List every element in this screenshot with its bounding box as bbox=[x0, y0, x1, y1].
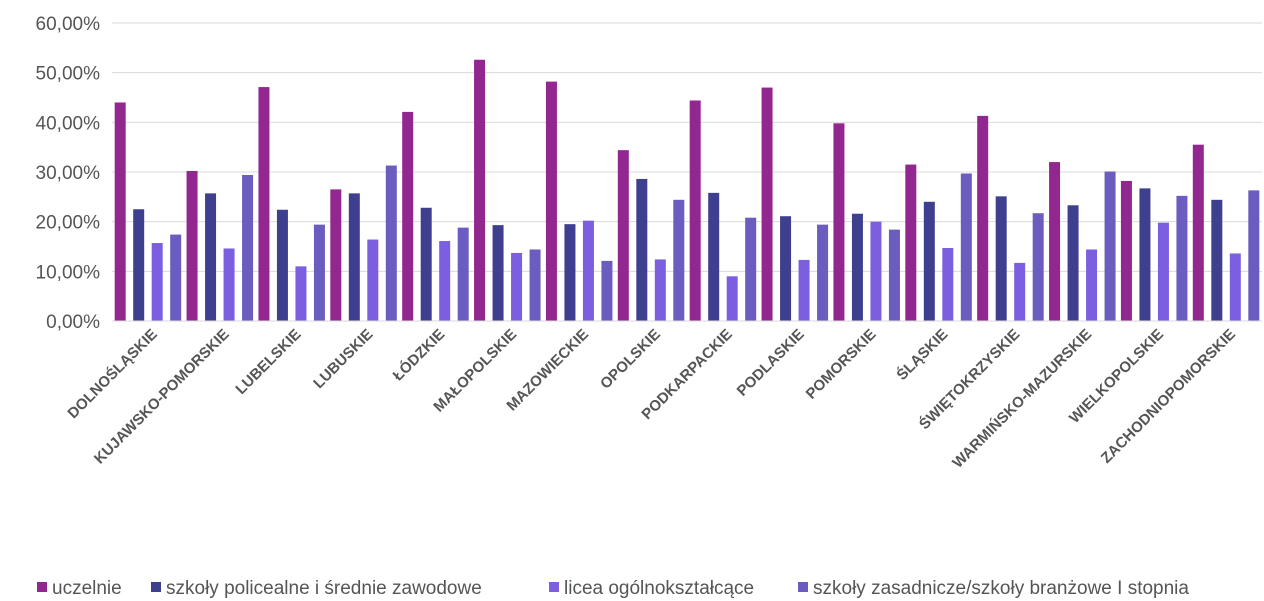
bar bbox=[114, 102, 126, 321]
bar bbox=[1032, 213, 1044, 321]
bar bbox=[170, 234, 182, 321]
bar bbox=[457, 227, 469, 321]
y-axis-tick-labels: 0,00% 10,00% 20,00% 30,00% 40,00% 50,00% 60,00… bbox=[36, 14, 101, 333]
bar bbox=[689, 100, 701, 321]
bar bbox=[995, 196, 1007, 321]
bar bbox=[1192, 144, 1204, 321]
y-tick-label: 0,00% bbox=[46, 312, 100, 333]
bars bbox=[114, 59, 1260, 322]
bar bbox=[492, 225, 504, 321]
bar bbox=[1104, 171, 1116, 321]
bar bbox=[923, 201, 935, 321]
bar bbox=[636, 178, 648, 321]
bar bbox=[1157, 222, 1169, 321]
x-tick-label: ŁÓDZKIE bbox=[389, 325, 448, 384]
y-tick-label: 20,00% bbox=[36, 213, 101, 234]
bar bbox=[601, 260, 613, 321]
bar bbox=[1049, 162, 1061, 321]
bar bbox=[833, 123, 845, 322]
bar bbox=[1014, 262, 1026, 321]
bar bbox=[1139, 188, 1151, 321]
x-tick-label: WARMIŃSKO-MAZURSKIE bbox=[949, 326, 1095, 472]
bar bbox=[905, 164, 917, 321]
bar bbox=[817, 224, 829, 321]
bar bbox=[420, 207, 432, 321]
bar bbox=[564, 224, 576, 321]
bar bbox=[960, 173, 972, 321]
bar bbox=[205, 193, 217, 321]
y-tick-label: 10,00% bbox=[36, 262, 101, 283]
y-tick-label: 30,00% bbox=[36, 163, 101, 184]
x-tick-label: PODLASKIE bbox=[734, 326, 808, 400]
bar bbox=[888, 229, 900, 321]
bar bbox=[402, 111, 414, 321]
bar bbox=[851, 213, 863, 321]
bar bbox=[276, 209, 288, 321]
bar bbox=[295, 266, 307, 321]
legend-label: uczelnie bbox=[52, 578, 122, 599]
x-tick-label: LUBUSKIE bbox=[310, 326, 376, 392]
y-tick-label: 40,00% bbox=[36, 113, 101, 134]
bar bbox=[186, 171, 198, 321]
x-tick-label: ŚLĄSKIE bbox=[893, 325, 952, 384]
bar bbox=[439, 241, 451, 321]
bar bbox=[1211, 199, 1223, 321]
x-tick-label: KUJAWSKO-POMORSKIE bbox=[91, 326, 233, 468]
bar bbox=[348, 193, 360, 321]
bar bbox=[258, 87, 270, 321]
bar bbox=[1120, 180, 1132, 321]
bar bbox=[780, 216, 792, 321]
bar bbox=[708, 192, 720, 321]
bar bbox=[617, 150, 629, 321]
bar bbox=[798, 259, 810, 321]
bar bbox=[133, 209, 145, 321]
bar bbox=[1229, 253, 1241, 321]
legend-swatch bbox=[798, 582, 808, 592]
bar bbox=[529, 249, 541, 321]
y-tick-label: 60,00% bbox=[36, 14, 101, 35]
bar bbox=[330, 189, 342, 321]
x-tick-label: ZACHODNIOPOMORSKIE bbox=[1098, 326, 1239, 467]
legend-label: licea ogólnokształcące bbox=[564, 578, 754, 599]
y-tick-label: 50,00% bbox=[36, 64, 101, 85]
bar bbox=[870, 221, 882, 321]
bar bbox=[726, 276, 738, 321]
legend-swatch bbox=[151, 582, 161, 592]
bar bbox=[367, 239, 379, 321]
legend: uczelnie szkoły policealne i średnie zawo… bbox=[37, 578, 1189, 599]
bar bbox=[745, 217, 757, 321]
bar bbox=[242, 174, 254, 321]
legend-swatch bbox=[549, 582, 559, 592]
bar bbox=[313, 224, 325, 321]
bar bbox=[761, 87, 773, 321]
bar bbox=[942, 247, 954, 321]
bar bbox=[474, 59, 486, 322]
x-tick-label: POMORSKIE bbox=[803, 326, 880, 403]
bar bbox=[511, 252, 523, 321]
bar bbox=[545, 81, 557, 322]
bar bbox=[1067, 205, 1079, 321]
bar bbox=[151, 243, 163, 321]
legend-swatch bbox=[37, 582, 47, 592]
bar bbox=[223, 248, 235, 321]
bar bbox=[1176, 195, 1188, 321]
bar bbox=[1086, 249, 1098, 321]
legend-label: szkoły zasadnicze/szkoły branżowe I stop… bbox=[813, 578, 1189, 599]
x-tick-label: LUBELSKIE bbox=[232, 326, 304, 398]
legend-label: szkoły policealne i średnie zawodowe bbox=[166, 578, 482, 599]
x-tick-label: OPOLSKIE bbox=[597, 326, 664, 393]
bar bbox=[977, 115, 989, 321]
bar bbox=[582, 220, 594, 321]
bar bbox=[654, 259, 666, 321]
bar bbox=[673, 199, 685, 321]
bar bbox=[385, 165, 397, 321]
bar bbox=[1248, 190, 1260, 321]
